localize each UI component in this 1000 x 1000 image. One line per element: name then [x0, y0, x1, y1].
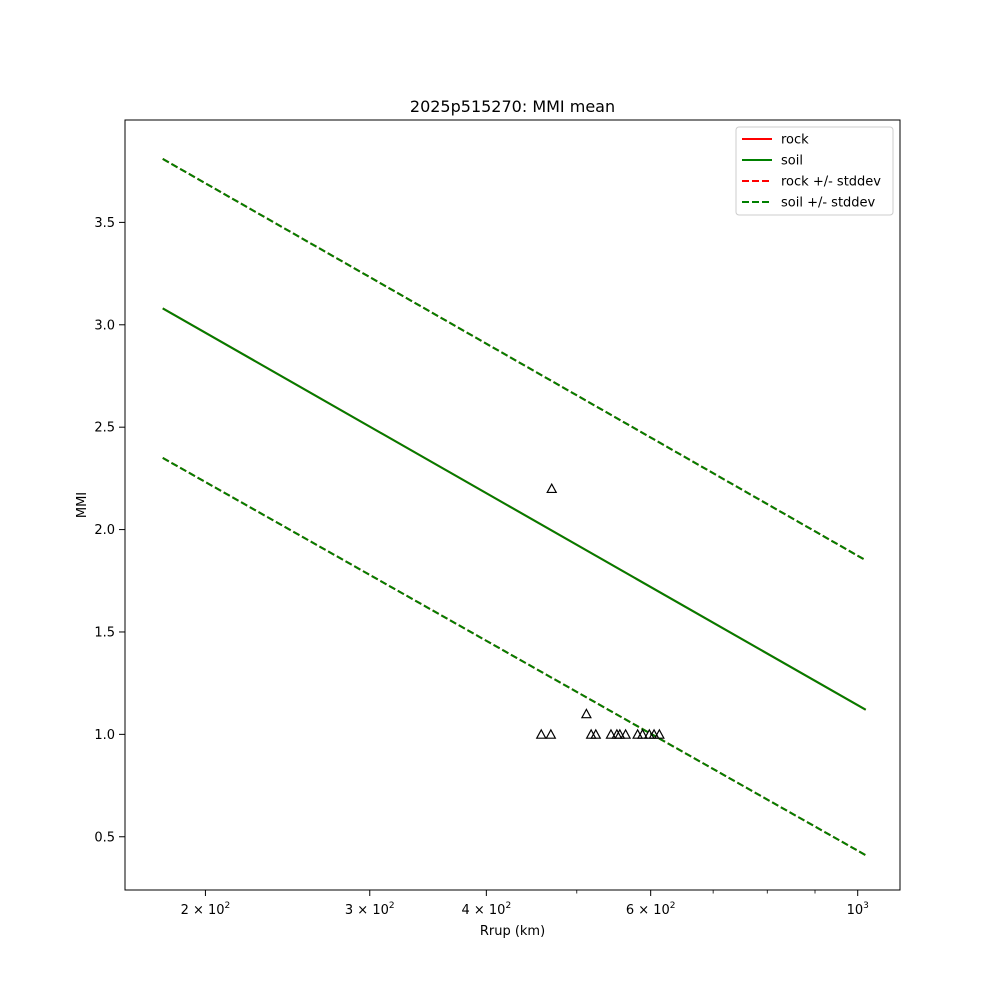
observation-point-11 [636, 728, 648, 739]
legend: rock soil rock +/- stddev soil +/- stddev [735, 126, 894, 216]
observation-point-0 [546, 482, 558, 494]
plot-frame [124, 119, 901, 891]
x-axis: 2 × 102 3 × 102 4 × 102 6 × 102 103 [181, 890, 869, 918]
plot-area [162, 158, 867, 857]
legend-label-3: soil +/- stddev [781, 196, 876, 211]
observation-point-14 [653, 728, 665, 739]
x-tick-label-4: 103 [847, 901, 869, 918]
observation-point-13 [648, 728, 660, 739]
x-tick-label-2: 4 × 102 [461, 901, 511, 918]
observation-point-3 [545, 728, 557, 739]
x-tick-label-3: 6 × 102 [626, 901, 676, 918]
y-tick-label-1: 1.0 [94, 728, 115, 743]
x-tick-label-1: 3 × 102 [345, 901, 395, 918]
observation-point-9 [620, 728, 632, 739]
observation-points [535, 482, 665, 739]
series-layer [162, 158, 867, 857]
x-axis-label: Rrup (km) [480, 924, 545, 939]
series-line-soil-stddev-4 [162, 158, 867, 562]
y-tick-label-0: 0.5 [94, 830, 115, 845]
y-axis: 0.5 1.0 1.5 2.0 2.5 3.0 3.5 [94, 216, 125, 845]
observation-point-6 [605, 728, 617, 739]
x-tick-label-0: 2 × 102 [181, 901, 231, 918]
legend-label-1: soil [781, 154, 803, 169]
legend-label-0: rock [781, 133, 809, 148]
legend-label-2: rock +/- stddev [781, 175, 881, 190]
y-tick-label-2: 1.5 [94, 625, 115, 640]
y-axis-label: MMI [75, 492, 90, 518]
observation-point-2 [535, 728, 547, 739]
chart-title: 2025p515270: MMI mean [410, 97, 615, 116]
observation-point-1 [580, 708, 592, 719]
series-line-soil-stddev-5 [162, 457, 867, 857]
y-tick-label-6: 3.5 [94, 216, 115, 231]
observation-point-5 [590, 728, 602, 739]
y-tick-label-5: 3.0 [94, 318, 115, 333]
series-line-soil-1 [162, 307, 867, 711]
y-tick-label-3: 2.0 [94, 523, 115, 538]
y-tick-label-4: 2.5 [94, 421, 115, 436]
legend-box [735, 126, 894, 216]
observation-point-8 [614, 728, 626, 739]
